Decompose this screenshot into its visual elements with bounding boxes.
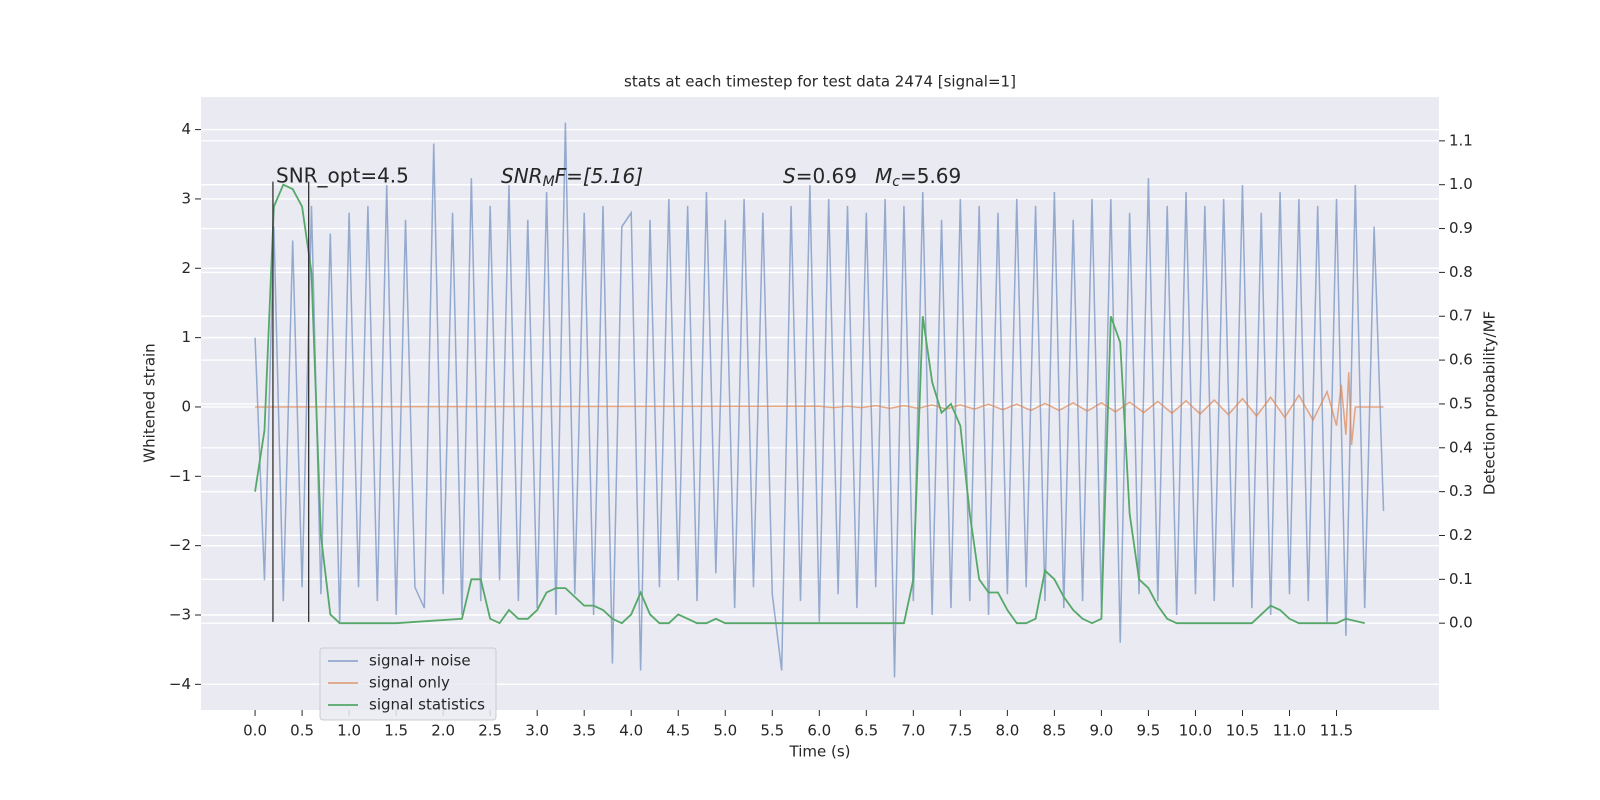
annotation-part: c [892,174,900,190]
y2-tick-label: 0.9 [1449,219,1473,237]
x-tick-label: 4.5 [666,722,690,740]
annotation: SNRMF=[5.16] [501,164,643,191]
x-tick-label: 11.5 [1320,722,1353,740]
annotation: SNR_opt=4.5 [276,164,409,188]
x-axis-label: Time (s) [789,743,851,761]
x-tick-label: 10.0 [1179,722,1212,740]
y2-tick-label: 0.1 [1449,570,1473,588]
x-tick-label: 9.5 [1136,722,1160,740]
series-line [254,183,1365,625]
y-tick-label: 0 [181,397,191,415]
y-tick-label: −4 [169,675,191,693]
x-tick-label: 7.5 [948,722,972,740]
x-tick-label: 10.5 [1226,722,1259,740]
annotation-part: M [875,164,892,188]
chart-title: stats at each timestep for test data 247… [624,73,1016,91]
y-tick-label: 1 [181,328,191,346]
annotation-part: =0.69 [796,164,857,188]
y2-tick-label: 0.5 [1449,394,1473,412]
y2-tick-label: 0.6 [1449,351,1473,369]
axes: −4 −3 −2 −1 0 1 2 3 4 0.0 0.1 0.2 0.3 0.4 0.5 0.6 0.7 0.8… [169,120,1473,739]
y2-tick-label: 0.3 [1449,482,1473,500]
x-tick-label: 8.5 [1042,722,1066,740]
legend-label: signal+ noise [369,652,471,670]
annotation-part: F=[5.16] [555,164,643,188]
legend-box [319,647,497,721]
x-tick-label: 1.0 [337,722,361,740]
y2-tick-label: 1.0 [1449,175,1473,193]
y2-tick-label: 0.2 [1449,526,1473,544]
annotation-part: S [783,164,796,188]
x-tick-label: 4.0 [619,722,643,740]
x-tick-label: 3.0 [525,722,549,740]
legend-label: signal statistics [369,696,485,714]
x-tick-label: 2.5 [478,722,502,740]
series-line [255,372,1384,446]
y-tick-label: −2 [169,536,191,554]
legend-label: signal only [369,674,450,692]
y-tick-label: 2 [181,259,191,277]
marks [254,122,1385,678]
y2-tick-label: 0.4 [1449,438,1473,456]
x-tick-label: 0.5 [290,722,314,740]
x-tick-label: 6.0 [807,722,831,740]
y-tick-label: 3 [181,189,191,207]
y2-tick-label: 0.0 [1449,614,1473,632]
annotation-part: =5.69 [900,164,961,188]
x-tick-label: 2.0 [431,722,455,740]
x-tick-label: 8.0 [995,722,1019,740]
x-tick-label: 5.0 [713,722,737,740]
annotation-part: SNR [501,164,543,188]
y2-tick-label: 1.1 [1449,131,1473,149]
series-line [254,122,1385,678]
x-tick-label: 1.5 [384,722,408,740]
x-tick-label: 7.0 [901,722,925,740]
y-tick-label: −3 [169,605,191,623]
y2-tick-label: 0.8 [1449,263,1473,281]
x-tick-label: 0.0 [243,722,267,740]
annotation-part: M [543,174,555,190]
y-tick-label: 4 [181,120,191,138]
annotation: S=0.69 Mc=5.69 [783,164,961,191]
x-tick-label: 5.5 [760,722,784,740]
legend: signal+ noise signal only signal statistic… [319,647,497,721]
x-tick-label: 11.0 [1273,722,1306,740]
y-tick-label: −1 [169,467,191,485]
y2-tick-label: 0.7 [1449,307,1473,325]
x-tick-label: 9.0 [1089,722,1113,740]
y2-axis-label: Detection probability/MF [1481,311,1499,495]
x-tick-label: 6.5 [854,722,878,740]
x-tick-label: 3.5 [572,722,596,740]
y-axis-label: Whitened strain [141,343,159,462]
